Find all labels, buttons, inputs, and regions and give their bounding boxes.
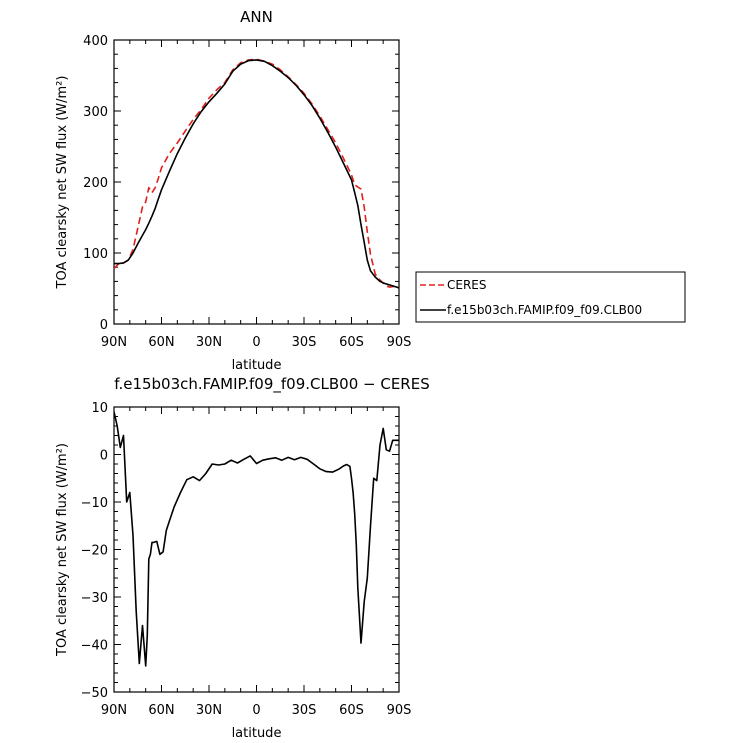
y-tick-label: −40 (81, 639, 108, 654)
x-tick-label: 0 (252, 703, 260, 718)
y-tick-label: 10 (91, 401, 108, 416)
y-tick-label: −10 (81, 496, 108, 511)
legend-label: CERES (447, 278, 487, 292)
x-tick-label: 60N (148, 703, 174, 718)
y-tick-label: −30 (81, 591, 108, 606)
x-tick-label: 90S (387, 335, 412, 350)
x-tick-label: 90N (101, 703, 127, 718)
x-tick-label: 30N (196, 335, 222, 350)
y-tick-label: −50 (81, 686, 108, 701)
x-axis-label: latitude (232, 726, 282, 741)
series-line-ceres (114, 58, 399, 289)
x-axis-label: latitude (232, 358, 282, 373)
x-tick-label: 90S (387, 703, 412, 718)
y-tick-label: 400 (83, 34, 108, 49)
legend-box (415, 271, 686, 323)
y-tick-label: 200 (83, 176, 108, 191)
y-axis-label: TOA clearsky net SW flux (W/m²) (55, 76, 70, 290)
y-tick-label: 100 (83, 247, 108, 262)
x-tick-label: 60S (339, 703, 364, 718)
x-tick-label: 30S (292, 703, 317, 718)
y-tick-label: 0 (100, 449, 108, 464)
x-tick-label: 30N (196, 703, 222, 718)
y-axis-label: TOA clearsky net SW flux (W/m²) (55, 443, 70, 657)
y-tick-label: 0 (100, 318, 108, 333)
y-tick-label: −20 (81, 544, 108, 559)
chart-title: f.e15b03ch.FAMIP.f09_f09.CLB00 − CERES (114, 375, 429, 394)
x-tick-label: 60S (339, 335, 364, 350)
x-tick-label: 0 (252, 335, 260, 350)
x-tick-label: 30S (292, 335, 317, 350)
y-tick-label: 300 (83, 105, 108, 120)
legend-label: f.e15b03ch.FAMIP.f09_f09.CLB00 (447, 303, 642, 317)
chart-title: ANN (240, 8, 273, 26)
x-tick-label: 90N (101, 335, 127, 350)
series-line-f-e15b03ch-famip-f09-f09-clb00 (114, 59, 399, 289)
x-tick-label: 60N (148, 335, 174, 350)
series-line-difference (114, 411, 399, 667)
